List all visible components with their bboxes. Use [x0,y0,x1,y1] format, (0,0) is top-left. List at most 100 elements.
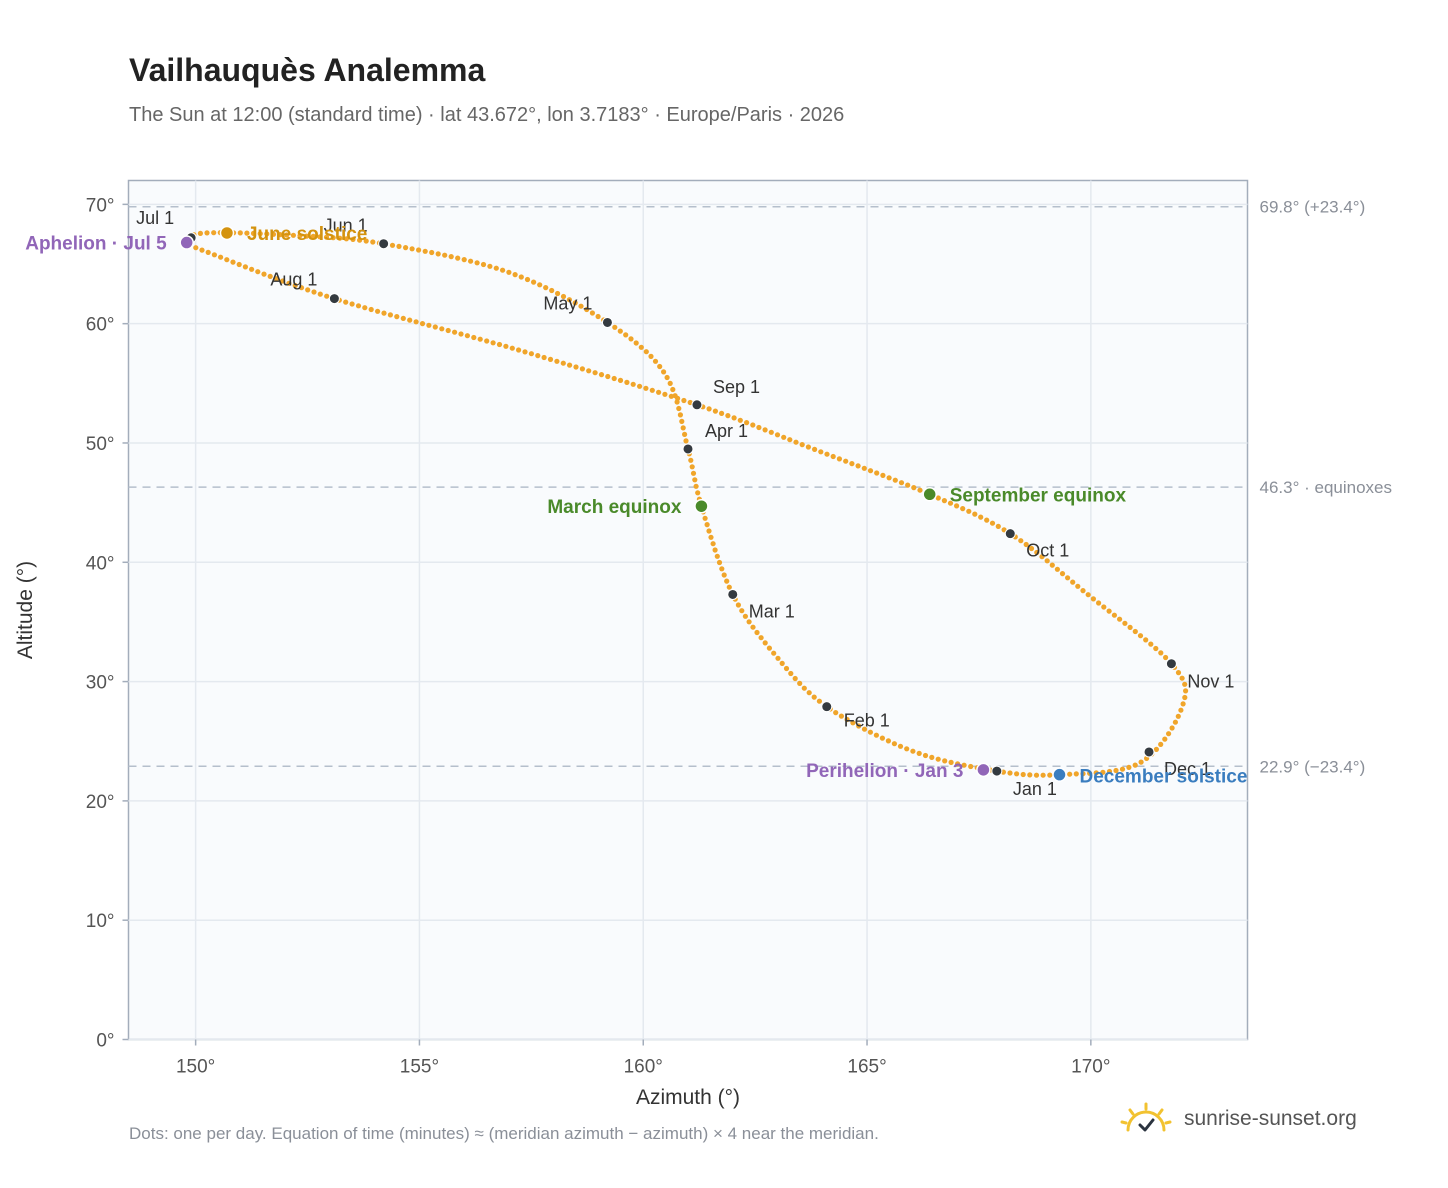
day-dot [643,349,649,355]
day-dot [566,297,573,303]
day-dot [464,333,470,339]
brand-name: sunrise-sunset.org [1184,1107,1357,1130]
day-dot [706,528,712,534]
day-dot [611,375,617,382]
day-dot [643,385,649,391]
day-dot [407,317,413,323]
day-dot [204,230,210,236]
day-dot [1122,620,1128,626]
day-dot [250,230,257,236]
day-dot [744,420,750,426]
day-dot [426,322,432,328]
day-dot [547,356,554,362]
day-dot [1175,713,1181,719]
day-dot [793,439,799,445]
axes: 150° 155° 160° 165° 170° 0° 10° 20° 30° 40° 50° 60°… [86,195,1111,1077]
day-dot [292,282,298,289]
day-dot [409,246,415,252]
day-dot [487,263,493,269]
day-dot [702,515,708,521]
day-dot [758,635,764,641]
day-dot [416,247,422,253]
month-label: Feb 1 [844,711,890,731]
day-dot [966,508,972,514]
day-dot [350,236,356,242]
day-dot [677,412,684,418]
day-dot [1148,641,1154,647]
day-dot [567,362,573,368]
day-dot [984,517,990,523]
day-dot [905,482,911,488]
day-dot [249,266,255,272]
day-dot [193,245,199,251]
day-dot [935,756,941,762]
x-tick-label: 155° [400,1057,439,1078]
day-dot [989,520,996,526]
event-label: March equinox [547,497,682,518]
day-dot [742,613,749,619]
day-dot [850,720,856,726]
day-dot [422,248,428,254]
month-label: Aug 1 [270,270,317,290]
day-dot [317,291,323,297]
day-dot [537,282,543,288]
day-dot [787,437,793,443]
x-tick-label: 150° [176,1057,215,1078]
day-dot [637,383,643,389]
day-dot [211,230,217,236]
footnote: Dots: one per day. Equation of time (min… [129,1124,879,1143]
month-marker [1143,746,1155,758]
day-dot [1169,725,1175,731]
day-dot [867,729,874,735]
day-dot [688,457,694,463]
day-dot [343,236,349,242]
day-dot [617,377,624,383]
day-dot [1049,562,1055,568]
day-dot [721,572,727,578]
day-dot [493,265,499,271]
day-dot [775,655,781,661]
day-dot [584,306,590,313]
day-dot [330,235,336,241]
day-dot [605,373,611,380]
day-dot [861,465,867,471]
day-dot [500,267,506,273]
month-marker [991,765,1003,777]
day-dot [1143,637,1149,643]
day-dot [1172,719,1178,725]
day-dot [555,290,561,297]
month-label: Jun 1 [324,216,368,236]
day-dot [830,453,836,460]
day-dot [1180,701,1186,707]
day-dot [1100,769,1106,775]
day-dot [1080,771,1086,777]
day-dot [1117,616,1123,622]
day-dot [874,470,880,476]
day-dot [461,257,467,263]
reference-line-label: 22.9° (−23.4°) [1260,757,1366,776]
analemma-curve [186,230,1189,778]
day-dot [586,368,592,374]
day-dot [1093,770,1099,776]
day-dot [1132,762,1138,768]
day-dot [756,424,762,431]
day-dot [1178,707,1184,713]
day-dot [624,379,630,385]
day-dot [394,314,400,320]
day-dot [549,287,555,294]
day-dot [750,624,756,630]
day-dot [230,259,236,265]
day-dot [368,306,374,313]
month-label: Jul 1 [136,208,174,228]
month-marker [601,316,613,328]
day-dot [712,408,719,414]
x-axis-label: Azimuth (°) [636,1086,740,1109]
day-dot [1179,675,1185,681]
day-dot [783,665,790,672]
brand[interactable]: sunrise-sunset.org [1120,1102,1357,1136]
day-dot [1087,770,1093,776]
day-dot [1175,670,1182,676]
month-marker [727,588,739,600]
day-dot [1023,541,1029,548]
